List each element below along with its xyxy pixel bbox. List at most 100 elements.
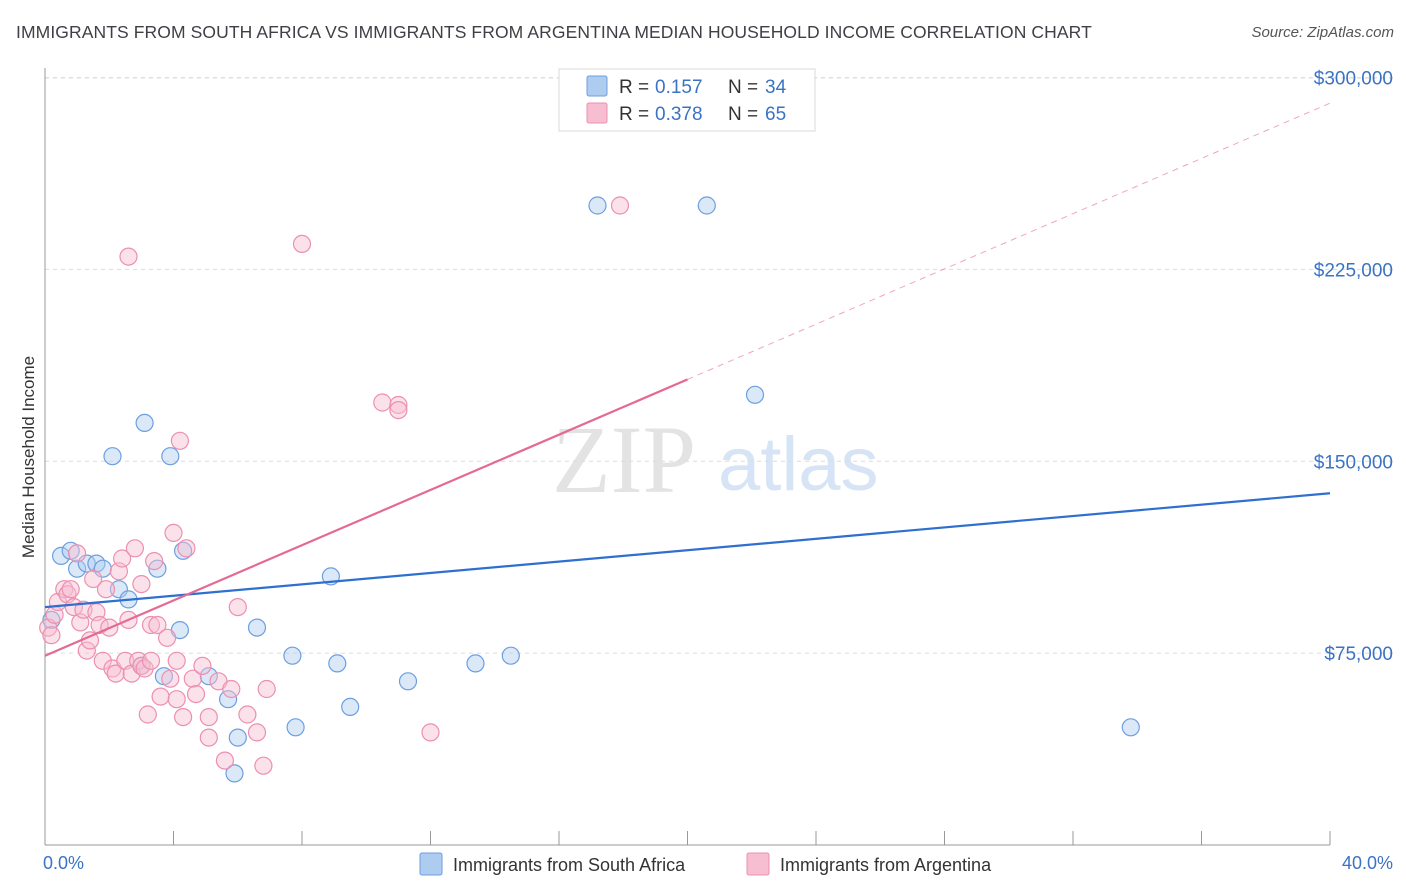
point-argentina [199,707,218,727]
point-argentina [174,707,193,727]
y-tick-label: $150,000 [1314,452,1393,473]
x-tick-labels: 0.0% 40.0% [43,853,1393,873]
point-argentina [610,196,630,215]
bottom-legend: Immigrants from South Africa Immigrants … [419,852,992,876]
point-argentina [158,628,177,647]
point-south-africa [466,654,485,673]
point-argentina [132,656,151,676]
point-argentina [215,751,234,770]
point-argentina [389,401,408,420]
point-argentina [148,615,167,635]
point-argentina [170,431,189,450]
point-south-africa [174,541,193,560]
legend-r-label: R = [619,77,649,98]
point-argentina [164,523,183,543]
point-argentina [228,597,247,617]
point-argentina [138,705,157,724]
legend-r-value: 0.157 [655,77,703,98]
y-tick-labels: $75,000 $150,000 $225,000 $300,000 [1314,69,1393,666]
point-south-africa [283,646,302,665]
point-argentina [257,679,276,699]
point-south-africa [161,447,180,466]
point-south-africa [697,196,716,215]
watermark-zip: ZIP [552,406,696,513]
point-argentina [141,651,161,670]
legend-n-value: 34 [765,77,787,98]
y-tick-label: $225,000 [1314,260,1393,281]
legend-n-value: 65 [765,104,786,125]
point-argentina [119,247,138,266]
bottom-legend-label-argentina: Immigrants from Argentina [780,855,992,875]
chart-title: IMMIGRANTS FROM SOUTH AFRICA VS IMMIGRAN… [16,22,1092,42]
point-argentina [238,705,257,724]
point-argentina [125,539,144,558]
legend-r-value: 0.378 [655,104,703,125]
point-south-africa [341,697,360,717]
point-argentina [77,641,96,660]
point-argentina [112,549,132,568]
point-argentina [61,580,80,599]
bottom-legend-swatch-south-africa [419,852,443,876]
point-argentina [55,580,74,599]
legend-n-label: N = [728,104,758,125]
watermark: ZIP atlas [552,406,879,513]
point-argentina [96,580,116,599]
point-south-africa [51,546,71,566]
point-argentina [292,234,312,253]
legend-n-label: N = [728,77,758,98]
point-south-africa [398,672,418,691]
point-argentina [373,393,392,412]
axes [44,68,1331,846]
point-south-africa [103,447,122,466]
y-tick-label: $300,000 [1314,69,1393,90]
point-argentina [151,687,170,706]
trend-lines [44,102,1331,657]
point-south-africa [199,667,218,686]
point-south-africa [588,196,607,215]
point-argentina [186,684,206,704]
point-argentina [254,756,273,775]
point-argentina [193,656,212,676]
point-argentina [106,664,125,683]
watermark-atlas: atlas [718,422,879,507]
legend-swatch-south-africa [586,75,608,97]
bottom-legend-swatch-argentina [746,852,770,876]
trend-line-south-africa [44,492,1331,609]
point-argentina [167,690,186,709]
point-south-africa [228,728,247,747]
legend: R = 0.157 N = 34 R = 0.378 N = 65 [558,68,816,132]
point-argentina [84,569,103,589]
x-tick-label-min: 0.0% [43,853,84,873]
trend-line-argentina-extrapolated [687,102,1331,380]
point-argentina [222,679,241,699]
point-argentina [177,539,196,558]
point-argentina [389,395,408,415]
point-south-africa [745,385,765,404]
point-argentina [145,551,164,571]
point-south-africa [286,718,305,737]
point-south-africa [1121,718,1140,737]
series-argentina [39,196,630,775]
y-tick-label: $75,000 [1324,644,1393,665]
legend-swatch-argentina [586,102,608,124]
point-argentina [161,669,180,688]
point-argentina [247,723,267,742]
point-south-africa [247,618,267,637]
point-argentina [67,544,87,563]
point-south-africa [67,559,87,578]
point-south-africa [219,690,238,709]
x-tick-label-max: 40.0% [1342,853,1393,873]
point-argentina [141,615,161,635]
point-argentina [421,723,440,742]
point-argentina [93,651,112,670]
point-south-africa [328,654,347,673]
bottom-legend-label-south-africa: Immigrants from South Africa [453,855,686,875]
source-label: Source: ZipAtlas.com [1251,24,1394,41]
point-south-africa [225,764,244,783]
point-argentina [132,574,151,594]
point-south-africa [135,413,154,432]
legend-r-label: R = [619,104,649,125]
point-argentina [183,669,202,688]
trend-line-argentina [44,378,688,657]
